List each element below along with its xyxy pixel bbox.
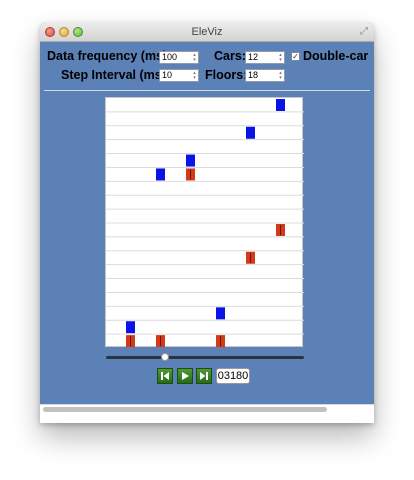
window-title: EleViz <box>191 26 223 38</box>
play-button[interactable] <box>177 368 193 384</box>
data-frequency-value: 100 <box>162 52 178 62</box>
cars-label: Cars: <box>214 49 246 63</box>
floors-label: Floors: <box>205 68 248 82</box>
timeline-slider-knob[interactable] <box>161 353 170 361</box>
title-bar: EleViz ⤢ <box>40 23 374 42</box>
minimize-window-button[interactable] <box>59 27 69 37</box>
elevator-car-upper <box>246 126 255 139</box>
skip-back-icon <box>161 372 169 380</box>
cars-stepper-icon[interactable]: ▴ ▾ <box>279 52 282 63</box>
floors-stepper-icon[interactable]: ▴ ▾ <box>279 70 282 81</box>
forward-button[interactable] <box>196 368 212 384</box>
data-frequency-stepper-icon[interactable]: ▴ ▾ <box>193 52 196 63</box>
elevator-car-upper <box>126 321 135 334</box>
horizontal-scrollbar-thumb[interactable] <box>43 407 327 412</box>
cars-field[interactable]: 12 ▴ ▾ <box>245 51 285 64</box>
elevator-car-upper <box>156 168 165 181</box>
app-window: EleViz ⤢ Data frequency (ms): 100 ▴ ▾ Car… <box>40 23 374 423</box>
elevator-shaft-canvas <box>106 99 304 348</box>
elevator-car-upper <box>276 99 285 111</box>
double-car-checkbox[interactable]: ✓ <box>291 52 300 61</box>
step-interval-value: 10 <box>162 70 173 80</box>
data-frequency-field[interactable]: 100 ▴ ▾ <box>159 51 199 64</box>
horizontal-scrollbar[interactable] <box>40 404 374 423</box>
step-interval-label: Step Interval (ms): <box>61 68 171 82</box>
double-car-label: Double-car <box>303 49 369 63</box>
step-interval-field[interactable]: 10 ▴ ▾ <box>159 69 199 82</box>
elevator-car-upper <box>216 307 225 320</box>
divider <box>44 90 370 91</box>
elevator-shaft-view <box>105 97 304 348</box>
floors-value: 18 <box>248 70 259 80</box>
timeline-slider-track[interactable] <box>106 356 304 359</box>
play-icon <box>182 372 189 380</box>
rewind-button[interactable] <box>157 368 173 384</box>
elevator-car-upper <box>186 154 195 167</box>
cars-value: 12 <box>248 52 259 62</box>
data-frequency-label: Data frequency (ms): <box>47 49 172 63</box>
skip-forward-icon <box>200 372 208 380</box>
step-counter: 03180 <box>216 368 250 384</box>
close-window-button[interactable] <box>45 27 55 37</box>
zoom-window-button[interactable] <box>73 27 83 37</box>
floors-field[interactable]: 18 ▴ ▾ <box>245 69 285 82</box>
fullscreen-icon[interactable]: ⤢ <box>360 26 368 37</box>
step-interval-stepper-icon[interactable]: ▴ ▾ <box>193 70 196 81</box>
